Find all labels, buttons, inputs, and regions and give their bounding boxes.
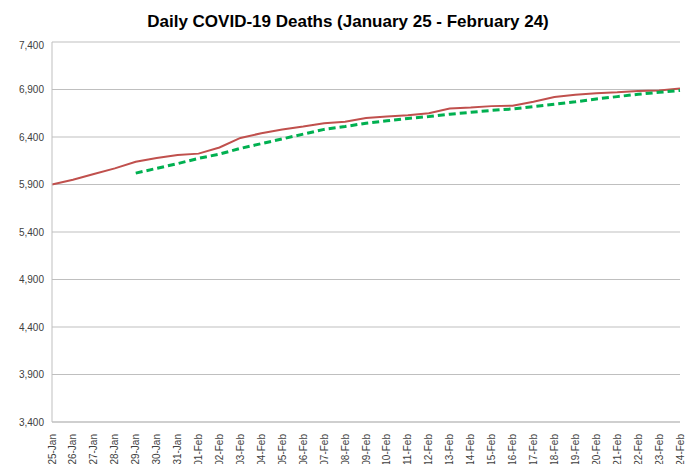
- svg-text:6,900: 6,900: [19, 84, 44, 95]
- svg-text:5,900: 5,900: [19, 179, 44, 190]
- svg-text:03-Feb: 03-Feb: [235, 434, 246, 464]
- svg-text:07-Feb: 07-Feb: [319, 434, 330, 464]
- svg-text:30-Jan: 30-Jan: [151, 434, 162, 464]
- svg-text:12-Feb: 12-Feb: [423, 434, 434, 464]
- svg-text:24-Feb: 24-Feb: [675, 434, 686, 464]
- svg-text:26-Jan: 26-Jan: [67, 434, 78, 464]
- svg-text:4,900: 4,900: [19, 274, 44, 285]
- svg-text:13-Feb: 13-Feb: [444, 434, 455, 464]
- svg-text:6,400: 6,400: [19, 132, 44, 143]
- svg-text:02-Feb: 02-Feb: [214, 434, 225, 464]
- svg-text:20-Feb: 20-Feb: [591, 434, 602, 464]
- svg-text:29-Jan: 29-Jan: [130, 434, 141, 464]
- svg-text:16-Feb: 16-Feb: [507, 434, 518, 464]
- svg-text:14-Feb: 14-Feb: [465, 434, 476, 464]
- svg-text:11-Feb: 11-Feb: [402, 434, 413, 464]
- svg-text:31-Jan: 31-Jan: [172, 434, 183, 464]
- svg-text:21-Feb: 21-Feb: [612, 434, 623, 464]
- svg-text:7,400: 7,400: [19, 40, 44, 51]
- svg-text:25-Jan: 25-Jan: [47, 434, 58, 464]
- svg-text:05-Feb: 05-Feb: [277, 434, 288, 464]
- svg-text:27-Jan: 27-Jan: [88, 434, 99, 464]
- svg-text:3,900: 3,900: [19, 369, 44, 380]
- svg-text:3,400: 3,400: [19, 417, 44, 428]
- svg-text:17-Feb: 17-Feb: [528, 434, 539, 464]
- svg-text:01-Feb: 01-Feb: [193, 434, 204, 464]
- svg-text:10-Feb: 10-Feb: [381, 434, 392, 464]
- svg-text:22-Feb: 22-Feb: [633, 434, 644, 464]
- svg-text:23-Feb: 23-Feb: [654, 434, 665, 464]
- svg-text:28-Jan: 28-Jan: [109, 434, 120, 464]
- svg-text:15-Feb: 15-Feb: [486, 434, 497, 464]
- svg-text:4,400: 4,400: [19, 322, 44, 333]
- svg-text:19-Feb: 19-Feb: [570, 434, 581, 464]
- html-text:Daily COVID-19 Deaths (January: Daily COVID-19 Deaths (January 25 - Febr…: [147, 12, 549, 31]
- svg-text:04-Feb: 04-Feb: [256, 434, 267, 464]
- svg-text:18-Feb: 18-Feb: [549, 434, 560, 464]
- svg-text:08-Feb: 08-Feb: [340, 434, 351, 464]
- svg-text:5,400: 5,400: [19, 227, 44, 238]
- svg-text:06-Feb: 06-Feb: [298, 434, 309, 464]
- svg-text:09-Feb: 09-Feb: [361, 434, 372, 464]
